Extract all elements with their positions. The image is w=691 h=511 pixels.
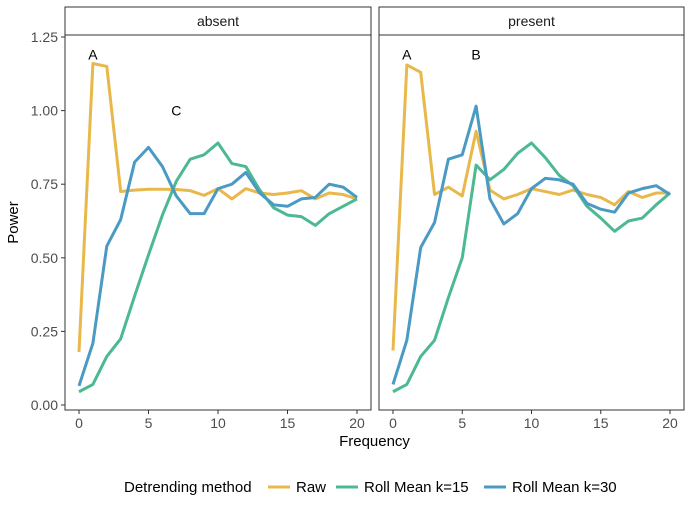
annotation-c: C [171, 103, 181, 119]
series-line-absent-roll-mean-k-30 [77, 145, 358, 387]
x-tick-label: 5 [458, 415, 466, 431]
legend-label-raw: Raw [296, 479, 326, 496]
facet-strip-absent [64, 6, 372, 36]
legend-title: Detrending method [124, 479, 252, 496]
y-tick-label: 0.75 [31, 176, 58, 192]
y-tick-label: 0.00 [31, 397, 58, 413]
y-tick-label: 1.00 [31, 103, 58, 119]
series-line-absent-roll-mean-k-15 [78, 141, 358, 394]
annotation-b: B [471, 47, 480, 63]
series-line-present-raw [391, 63, 670, 351]
x-tick-label: 10 [210, 415, 226, 431]
x-tick-label: 15 [280, 415, 296, 431]
annotation-a: A [402, 47, 412, 63]
panel-present: present A B [378, 6, 685, 411]
series-line-present-roll-mean-k-30 [391, 104, 671, 385]
axes-layer: 0 5 10 15 20 0 5 10 15 20 0.00 0.25 0.50 0.75 1.00 1.25 [31, 29, 678, 431]
facet-strip-label-absent: absent [197, 13, 239, 29]
facet-strip-label-present: present [508, 13, 555, 29]
facet-strip-present [378, 6, 685, 36]
legend-label-roll-mean-k-30: Roll Mean k=30 [512, 479, 617, 496]
x-tick-label: 5 [145, 415, 153, 431]
x-tick-label: 20 [662, 415, 678, 431]
x-tick-label: 0 [389, 415, 397, 431]
y-tick-label: 0.25 [31, 323, 58, 339]
y-tick-label: 0.50 [31, 250, 58, 266]
x-tick-label: 15 [593, 415, 609, 431]
y-axis-title: Power [5, 201, 22, 244]
x-tick-label: 0 [75, 415, 83, 431]
panel-absent: absent A C [64, 6, 372, 411]
annotation-a: A [88, 47, 98, 63]
x-axis-title: Frequency [339, 433, 410, 450]
legend-label-roll-mean-k-15: Roll Mean k=15 [364, 479, 469, 496]
series-line-absent-raw [77, 62, 358, 353]
legend: Detrending method Raw Roll Mean k=15 Roll M… [124, 479, 617, 496]
y-tick-label: 1.25 [31, 29, 58, 45]
x-tick-label: 20 [349, 415, 365, 431]
series-line-present-roll-mean-k-15 [392, 141, 671, 394]
x-tick-label: 10 [524, 415, 540, 431]
